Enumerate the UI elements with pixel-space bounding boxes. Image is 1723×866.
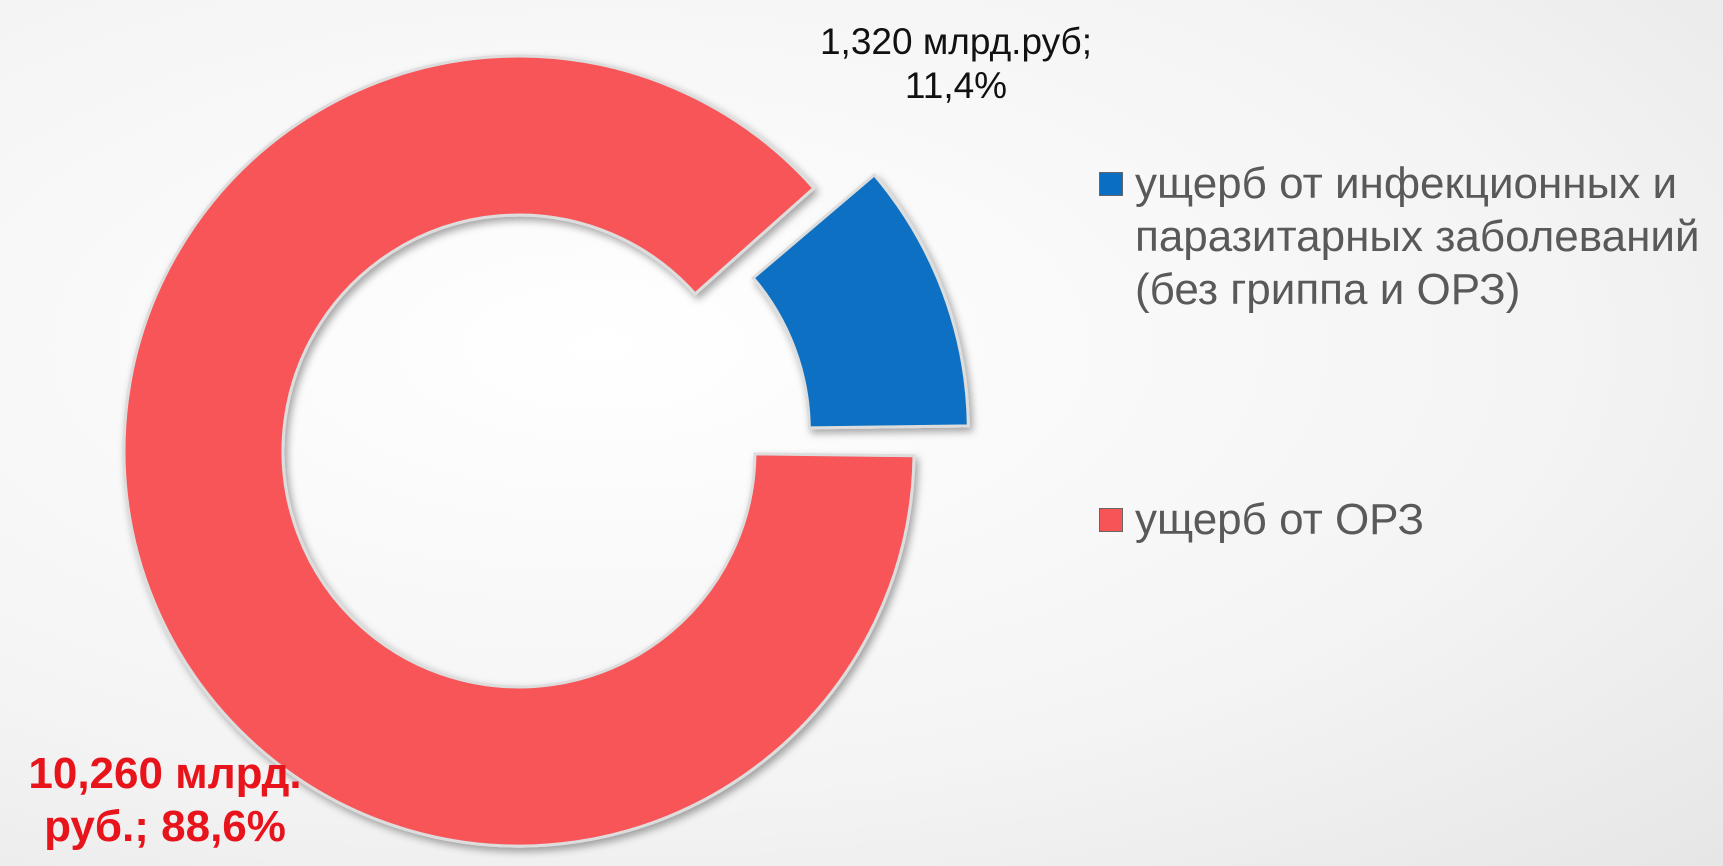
data-label: 1,320 млрд.руб; 11,4% — [819, 21, 1093, 107]
donut-slice — [751, 172, 970, 430]
data-label: 10,260 млрд. руб.; 88,6% — [28, 749, 302, 851]
legend-label: ущерб от инфекционных и паразитарных заб… — [1135, 159, 1700, 314]
legend-item: ущерб от ОРЗ — [1099, 494, 1710, 547]
legend-label: ущерб от ОРЗ — [1135, 495, 1425, 544]
legend-item: ущерб от инфекционных и паразитарных заб… — [1099, 158, 1710, 316]
donut-slice — [122, 54, 916, 848]
legend-swatch — [1099, 508, 1123, 532]
legend-swatch — [1099, 172, 1123, 196]
